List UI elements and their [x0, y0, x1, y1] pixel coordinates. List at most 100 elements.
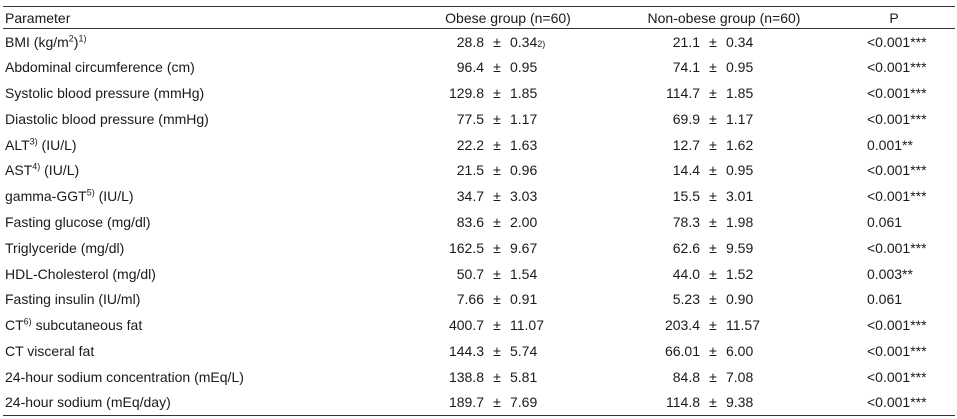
parameter-label-cont: (IU/L) [40, 162, 80, 179]
plus-minus-symbol: ± [493, 239, 501, 256]
parameter-label: ALT [5, 136, 30, 153]
non-obese-stat: 203.4 ±11.57 [615, 317, 833, 333]
obese-stat: 96.4 ±0.95 [401, 59, 615, 75]
obese-stat: 400.7 ±11.07 [401, 317, 615, 333]
footnote-marker: 6) [23, 316, 32, 327]
p-value-cell: 0.001** [833, 132, 955, 158]
non-obese-cell: 15.5 ±3.01 [615, 183, 833, 209]
plus-minus-symbol: ± [493, 136, 501, 153]
parameter-label: Triglyceride (mg/dl) [5, 239, 125, 256]
table-row: 24-hour sodium (mEq/day) 189.7 ±7.69 114.8 ±… [3, 389, 955, 416]
obese-stat: 34.7 ±3.03 [401, 188, 615, 204]
footnote-marker: 4) [32, 161, 41, 172]
plus-minus-symbol: ± [709, 136, 717, 153]
plus-minus-symbol: ± [493, 342, 501, 359]
parameter-cell: Fasting insulin (IU/ml) [3, 286, 401, 312]
obese-mean: 400.7 [448, 317, 484, 334]
obese-cell: 129.8 ±1.85 [401, 80, 615, 106]
non-obese-mean: 14.4 [672, 162, 700, 179]
table-row: Systolic blood pressure (mmHg) 129.8 ±1.85… [3, 80, 955, 106]
table-row: HDL-Cholesterol (mg/dl) 50.7 ±1.54 44.0 ±1.5… [3, 261, 955, 287]
parameter-label: 24-hour sodium concentration (mEq/L) [5, 368, 244, 385]
parameter-label: BMI (kg/m [5, 33, 69, 50]
plus-minus-symbol: ± [493, 33, 501, 50]
p-value: <0.001*** [867, 368, 927, 385]
p-value-cell: <0.001*** [833, 157, 955, 183]
non-obese-mean: 203.4 [664, 317, 700, 334]
parameter-label: AST [5, 162, 33, 179]
obese-se: 11.07 [510, 317, 544, 334]
non-obese-stat: 62.6 ±9.59 [615, 240, 833, 256]
non-obese-stat: 14.4 ±0.95 [615, 162, 833, 178]
parameter-cell: 24-hour sodium (mEq/day) [3, 389, 401, 416]
non-obese-cell: 12.7 ±1.62 [615, 132, 833, 158]
table-body: BMI (kg/m2)1) 28.8 ±0.34 2) 21.1 ±0.34 <0.001*… [3, 29, 955, 416]
obese-se: 3.03 [510, 188, 538, 205]
p-value-cell: <0.001*** [833, 106, 955, 132]
table-row: CT6) subcutaneous fat 400.7 ±11.07 203.4 ±11… [3, 312, 955, 338]
obese-mean: 50.7 [456, 265, 484, 282]
non-obese-stat: 69.9 ±1.17 [615, 111, 833, 127]
table-row: gamma-GGT5) (IU/L) 34.7 ±3.03 15.5 ±3.01 <0.0… [3, 183, 955, 209]
plus-minus-symbol: ± [709, 265, 717, 282]
obese-cell: 7.66 ±0.91 [401, 286, 615, 312]
non-obese-cell: 66.01 ±6.00 [615, 338, 833, 364]
plus-minus-symbol: ± [493, 291, 501, 308]
p-value-cell: <0.001*** [833, 80, 955, 106]
plus-minus-symbol: ± [493, 394, 501, 411]
non-obese-cell: 78.3 ±1.98 [615, 209, 833, 235]
plus-minus-symbol: ± [493, 84, 501, 101]
non-obese-cell: 114.8 ±9.38 [615, 389, 833, 416]
p-value-cell: <0.001*** [833, 364, 955, 390]
obese-cell: 50.7 ±1.54 [401, 261, 615, 287]
obese-se: 0.96 [510, 162, 538, 179]
obese-cell: 21.5 ±0.96 [401, 157, 615, 183]
plus-minus-symbol: ± [709, 84, 717, 101]
p-value: <0.001*** [867, 188, 927, 205]
table-row: Triglyceride (mg/dl) 162.5 ±9.67 62.6 ±9.59 <… [3, 235, 955, 261]
p-value: 0.003** [867, 265, 913, 282]
parameter-cell: Diastolic blood pressure (mmHg) [3, 106, 401, 132]
obese-se: 7.69 [510, 394, 538, 411]
non-obese-stat: 15.5 ±3.01 [615, 188, 833, 204]
table-header-row: Parameter Obese group (n=60) Non-obese g… [3, 6, 955, 29]
parameter-label: CT visceral fat [5, 342, 95, 359]
table-row: 24-hour sodium concentration (mEq/L) 138.… [3, 364, 955, 390]
footnote-marker: 2 [68, 32, 74, 43]
non-obese-mean: 114.7 [666, 84, 700, 101]
parameter-cell: HDL-Cholesterol (mg/dl) [3, 261, 401, 287]
obese-mean: 22.2 [456, 136, 484, 153]
non-obese-se: 1.85 [726, 84, 754, 101]
non-obese-stat: 66.01 ±6.00 [615, 343, 833, 359]
non-obese-se: 3.01 [726, 188, 754, 205]
obese-cell: 144.3 ±5.74 [401, 338, 615, 364]
non-obese-mean: 62.6 [672, 239, 700, 256]
p-value-cell: 0.061 [833, 209, 955, 235]
non-obese-cell: 114.7 ±1.85 [615, 80, 833, 106]
non-obese-se: 0.34 [726, 33, 754, 50]
parameter-cell: Triglyceride (mg/dl) [3, 235, 401, 261]
parameter-label: Fasting insulin (IU/ml) [5, 291, 141, 308]
parameter-label: Fasting glucose (mg/dl) [5, 213, 151, 230]
non-obese-se: 9.59 [726, 239, 754, 256]
obese-cell: 189.7 ±7.69 [401, 389, 615, 416]
obese-mean: 189.7 [448, 394, 484, 411]
table-row: BMI (kg/m2)1) 28.8 ±0.34 2) 21.1 ±0.34 <0.001*… [3, 29, 955, 55]
plus-minus-symbol: ± [709, 188, 717, 205]
obese-mean: 21.5 [456, 162, 484, 179]
parameter-label-cont: (IU/L) [37, 136, 77, 153]
p-value: 0.001** [867, 136, 913, 153]
obese-se: 5.81 [510, 368, 538, 385]
non-obese-se: 1.98 [726, 213, 754, 230]
parameter-cell: ALT3) (IU/L) [3, 132, 401, 158]
p-value-cell: 0.061 [833, 286, 955, 312]
obese-se: 1.85 [510, 84, 538, 101]
non-obese-mean: 66.01 [664, 342, 700, 359]
p-value-cell: <0.001*** [833, 389, 955, 416]
non-obese-se: 1.17 [726, 110, 754, 127]
parameter-cell: Abdominal circumference (cm) [3, 54, 401, 80]
non-obese-cell: 62.6 ±9.59 [615, 235, 833, 261]
non-obese-cell: 69.9 ±1.17 [615, 106, 833, 132]
p-value-cell: <0.001*** [833, 54, 955, 80]
non-obese-stat: 5.23 ±0.90 [615, 291, 833, 307]
